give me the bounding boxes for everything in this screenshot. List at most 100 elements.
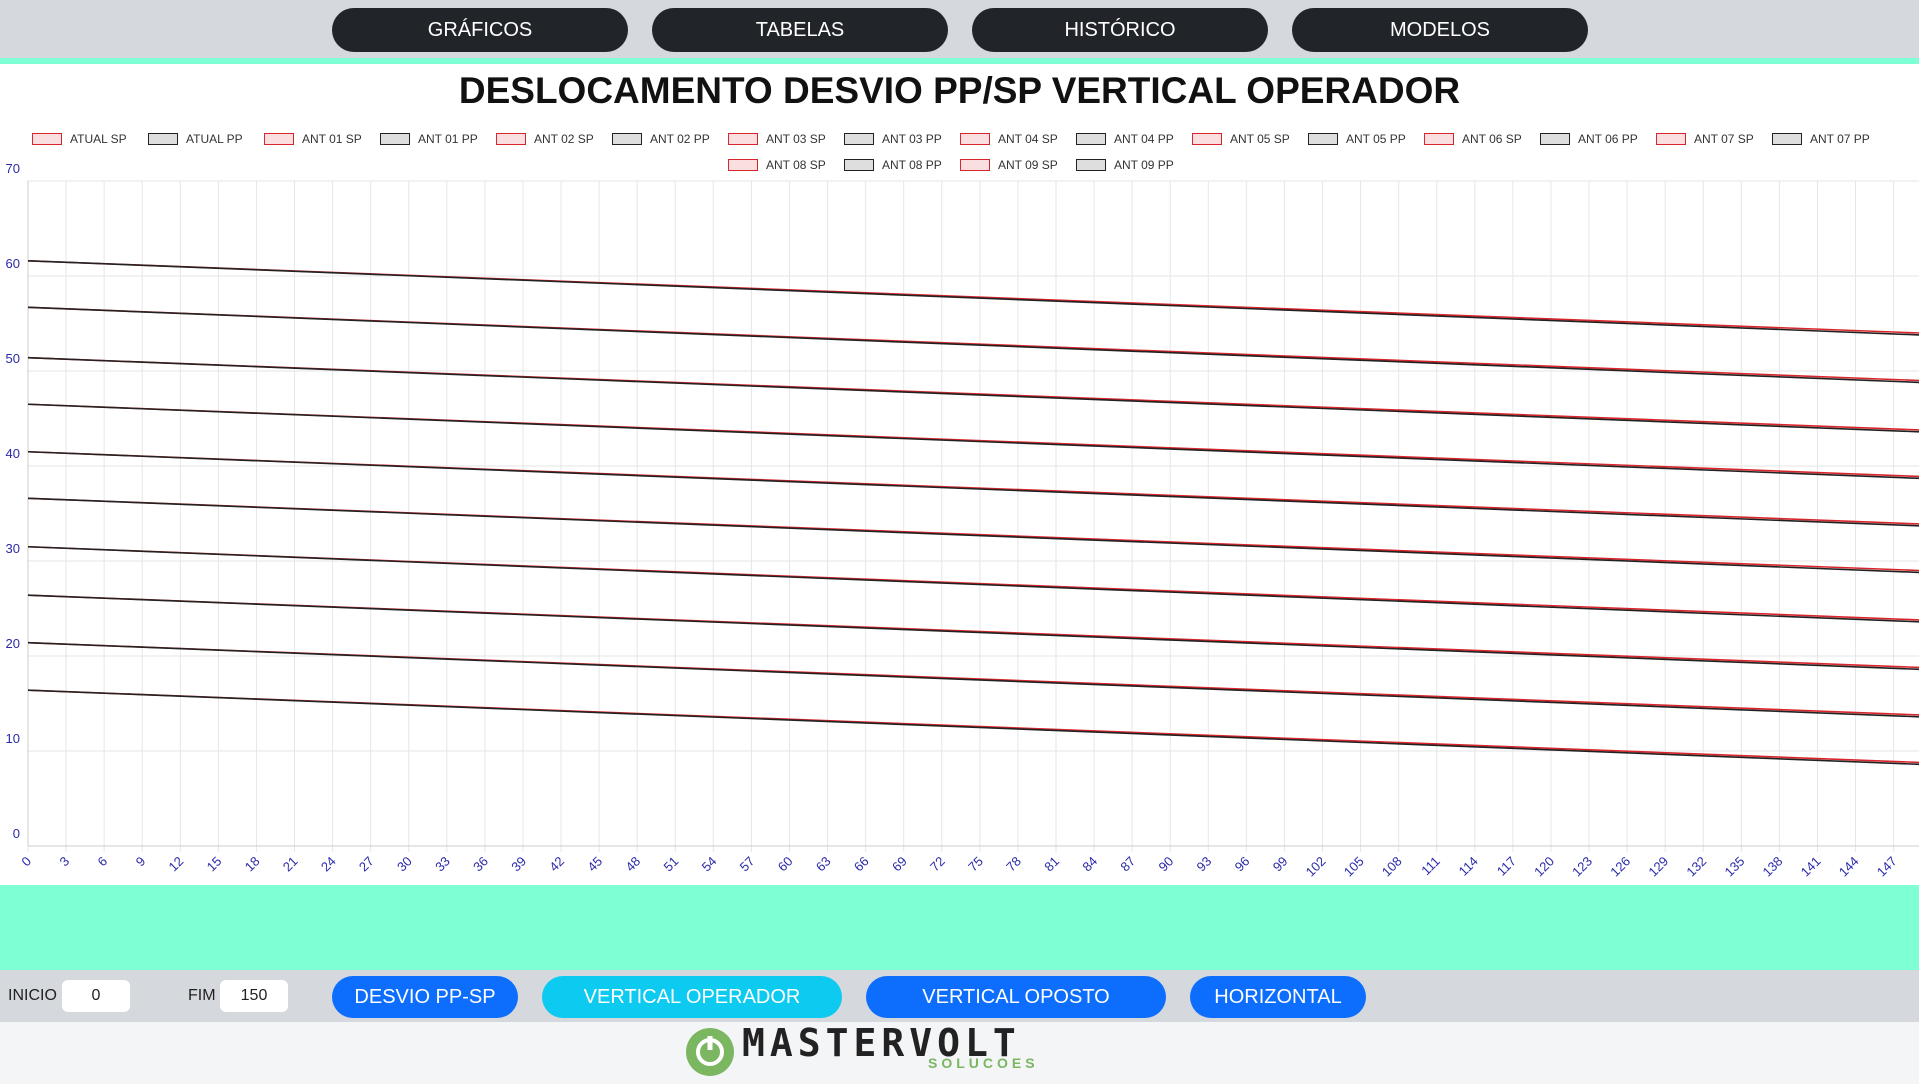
x-tick-label: 3 [56,854,72,870]
x-tick-label: 120 [1531,854,1557,880]
legend-label: ANT 02 SP [534,132,594,146]
series-line [27,497,1919,574]
x-tick-label: 15 [204,854,225,875]
x-tick-label: 138 [1760,854,1786,880]
y-tick-label: 10 [6,731,20,746]
x-tick-label: 60 [775,854,796,875]
x-tick-label: 39 [508,854,529,875]
legend-item[interactable]: ANT 04 SP [960,130,1076,148]
series-line [27,689,1919,766]
y-tick-label: 50 [6,351,20,366]
y-tick-label: 0 [13,826,20,841]
legend-swatch [380,133,410,145]
legend-swatch [1424,133,1454,145]
legend-item[interactable]: ANT 02 PP [612,130,728,148]
series-line [27,260,1919,336]
x-tick-label: 147 [1874,854,1900,880]
nav-button[interactable]: GRÁFICOS [332,8,628,52]
legend-item[interactable]: ANT 06 SP [1424,130,1540,148]
legend-item[interactable]: ANT 04 PP [1076,130,1192,148]
start-input[interactable]: 0 [62,980,130,1012]
legend-item[interactable]: ANT 06 PP [1540,130,1656,148]
x-tick-label: 30 [394,854,415,875]
legend-swatch [1076,133,1106,145]
legend-swatch [148,133,178,145]
view-button[interactable]: DESVIO PP-SP [332,976,518,1018]
x-tick-label: 66 [851,854,872,875]
legend-item[interactable]: ANT 01 PP [380,130,496,148]
legend-item[interactable]: ANT 01 SP [264,130,380,148]
legend-item[interactable]: ANT 09 PP [1076,156,1192,174]
view-button[interactable]: VERTICAL OPOSTO [866,976,1166,1018]
x-tick-label: 33 [432,854,453,875]
x-tick-label: 90 [1155,854,1176,875]
y-tick-label: 40 [6,446,20,461]
x-tick-label: 75 [965,854,986,875]
legend-item[interactable]: ANT 05 SP [1192,130,1308,148]
x-tick-label: 63 [813,854,834,875]
x-tick-label: 6 [95,854,111,870]
x-tick-label: 27 [356,854,377,875]
x-tick-label: 114 [1456,854,1481,879]
y-tick-label: 60 [6,256,20,271]
legend-swatch [32,133,62,145]
x-tick-label: 54 [699,854,720,875]
nav-button[interactable]: TABELAS [652,8,948,52]
nav-button[interactable]: HISTÓRICO [972,8,1268,52]
legend-item[interactable]: ANT 03 SP [728,130,844,148]
legend-label: ANT 06 PP [1578,132,1638,146]
legend-swatch [1076,159,1106,171]
legend-swatch [612,133,642,145]
legend-label: ANT 01 SP [302,132,362,146]
x-tick-label: 45 [584,854,605,875]
legend-swatch [1772,133,1802,145]
legend-item[interactable]: ANT 05 PP [1308,130,1424,148]
spacer-band [0,885,1919,970]
legend-item[interactable]: ANT 08 PP [844,156,960,174]
view-button[interactable]: VERTICAL OPERADOR [542,976,842,1018]
x-tick-label: 69 [889,854,910,875]
legend-item[interactable]: ANT 07 SP [1656,130,1772,148]
x-tick-label: 96 [1232,854,1253,875]
legend-swatch [844,159,874,171]
y-tick-label: 30 [6,541,20,556]
end-label: FIM [188,987,216,1004]
x-tick-label: 102 [1303,854,1329,880]
x-tick-label: 135 [1721,854,1747,880]
y-tick-label: 70 [6,161,20,176]
legend-label: ANT 09 PP [1114,158,1174,172]
legend-swatch [844,133,874,145]
legend-label: ANT 08 SP [766,158,826,172]
legend-item[interactable]: ANT 02 SP [496,130,612,148]
legend-label: ATUAL SP [70,132,127,146]
legend-label: ANT 08 PP [882,158,942,172]
x-tick-label: 87 [1117,854,1138,875]
chart-panel: 0 10 20 30 40 50 60 70 0 3 6 9 12 15 18 21 24 27 30 33 36 39 4… [0,64,1919,885]
legend-swatch [960,133,990,145]
legend-label: ANT 03 PP [882,132,942,146]
x-tick-label: 123 [1569,854,1595,880]
nav-button[interactable]: MODELOS [1292,8,1588,52]
x-tick-label: 78 [1003,854,1024,875]
x-tick-label: 81 [1041,854,1062,875]
view-button[interactable]: HORIZONTAL [1190,976,1366,1018]
legend-item[interactable]: ATUAL SP [32,130,148,148]
start-label: INICIO [8,987,57,1004]
end-input[interactable]: 150 [220,980,288,1012]
series-line [27,594,1919,671]
legend-item[interactable]: ANT 09 SP [960,156,1076,174]
legend-item[interactable]: ANT 08 SP [728,156,844,174]
legend-item[interactable]: ANT 07 PP [1772,130,1888,148]
legend-item[interactable]: ANT 03 PP [844,130,960,148]
legend-label: ANT 05 SP [1230,132,1290,146]
x-tick-label: 105 [1341,854,1367,880]
legend-swatch [1308,133,1338,145]
x-tick-label: 51 [661,854,682,875]
legend-swatch [1192,133,1222,145]
legend-label: ANT 04 SP [998,132,1058,146]
legend-item[interactable]: ATUAL PP [148,130,264,148]
logo-name: MASTERVOLT [742,1022,1021,1065]
x-tick-label: 117 [1494,854,1519,879]
legend-swatch [264,133,294,145]
